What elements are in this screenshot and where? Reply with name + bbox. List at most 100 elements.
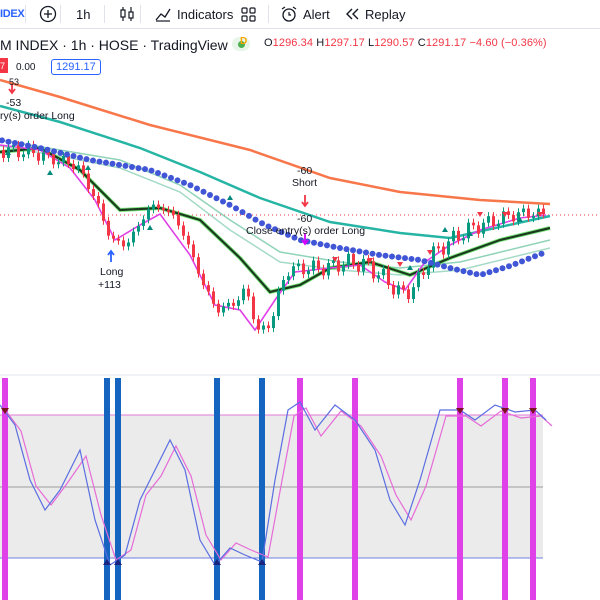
candle-body: [362, 258, 365, 272]
add-symbol-button[interactable]: [31, 0, 65, 28]
psar-dot: [330, 243, 337, 250]
stoch-sell-icon: [456, 408, 464, 414]
candle-body: [227, 302, 230, 307]
candle-body: [232, 302, 235, 306]
layout-button[interactable]: [232, 0, 265, 28]
candle-body: [377, 275, 380, 279]
replay-button[interactable]: Replay: [336, 0, 413, 28]
candle-body: [427, 267, 430, 275]
candle-body: [247, 288, 250, 297]
candle-body: [162, 207, 165, 211]
candle-body: [462, 238, 465, 241]
candle-body: [212, 291, 215, 304]
psar-dot: [25, 142, 31, 149]
candle-body: [242, 288, 245, 301]
psar-dot: [480, 271, 486, 278]
interval-button[interactable]: 1h: [68, 0, 98, 28]
candle-body: [197, 257, 200, 274]
candle-body: [407, 289, 410, 300]
alert-button[interactable]: Alert: [272, 0, 338, 28]
candle-body: [237, 300, 240, 306]
psar-dot: [129, 164, 135, 170]
chart-type-button[interactable]: [110, 0, 144, 28]
psar-dot: [486, 269, 493, 276]
psar-dot: [421, 258, 428, 265]
candle-body: [327, 263, 330, 276]
psar-dot: [57, 149, 64, 156]
candle-body: [402, 285, 405, 290]
data-status-badge[interactable]: [232, 37, 250, 51]
down-marker-icon: [477, 212, 483, 217]
sell-price-tag[interactable]: 7: [0, 58, 8, 73]
sell-signal-bar: [2, 378, 8, 600]
down-marker-icon: [427, 250, 433, 255]
psar-dot: [90, 157, 96, 164]
candle-body: [272, 316, 275, 329]
candle-body: [147, 209, 150, 220]
candle-body: [487, 216, 490, 223]
psar-dot: [122, 162, 129, 169]
psar-dot: [168, 174, 174, 181]
candle-body: [537, 208, 540, 217]
candle-body: [257, 319, 260, 330]
psar-dot: [148, 167, 155, 174]
candle-body: [2, 150, 5, 158]
stoch-buy-icon: [114, 559, 122, 565]
psar-dot: [161, 172, 168, 179]
candle-body: [437, 246, 440, 249]
psar-dot: [428, 259, 434, 266]
stoch-buy-icon: [213, 559, 221, 565]
candle-body: [442, 246, 445, 255]
stoch-sell-icon: [529, 408, 537, 414]
psar-dot: [103, 159, 109, 166]
toolbar-divider: [140, 5, 141, 23]
candle-body: [517, 212, 520, 222]
candle-body: [397, 285, 400, 295]
symbol-search-button[interactable]: IDEX: [0, 0, 25, 28]
psar-dot: [246, 212, 252, 219]
candle-body: [382, 268, 385, 276]
psar-dot: [402, 255, 408, 262]
candle-body: [447, 241, 450, 255]
psar-dot: [252, 216, 259, 223]
status-dot-icon: [237, 40, 245, 48]
psar-dot: [96, 158, 103, 165]
psar-dot: [538, 250, 545, 257]
open-key: O: [264, 37, 273, 49]
candle-body: [262, 325, 265, 330]
psar-dot: [109, 160, 116, 167]
psar-dot: [350, 247, 356, 254]
psar-dot: [467, 269, 473, 276]
candle-body: [277, 290, 280, 317]
candle-body: [497, 223, 500, 227]
psar-dot: [389, 253, 395, 260]
indicators-button[interactable]: Indicators: [146, 0, 241, 28]
psar-dot: [311, 239, 317, 246]
buy-price-box[interactable]: 1291.17: [51, 59, 101, 75]
top-order-text: ry(s) order Long: [0, 110, 75, 122]
psar-dot: [51, 148, 57, 155]
candle-body: [87, 173, 90, 190]
sell-signal-bar: [502, 378, 508, 600]
candle-body: [502, 211, 505, 224]
stoch-sell-icon: [1, 408, 9, 414]
candle-body: [172, 210, 175, 215]
stoch-signal-line: [5, 407, 553, 562]
up-marker-icon: [517, 217, 523, 222]
candle-body: [492, 216, 495, 227]
candle-body: [522, 208, 525, 213]
psar-dot: [369, 250, 376, 257]
candle-body: [422, 272, 425, 275]
candle-body: [512, 215, 515, 222]
psar-dot: [226, 201, 233, 208]
candle-body: [67, 156, 70, 164]
candle-body: [207, 285, 210, 292]
change-value: −4.60 (−0.36%): [469, 37, 547, 49]
psar-dot: [343, 246, 350, 253]
candle-body: [542, 208, 545, 215]
psar-dot: [174, 177, 181, 184]
up-marker-icon: [227, 195, 233, 200]
candle-body: [337, 260, 340, 272]
plus-circle-icon: [39, 5, 57, 23]
